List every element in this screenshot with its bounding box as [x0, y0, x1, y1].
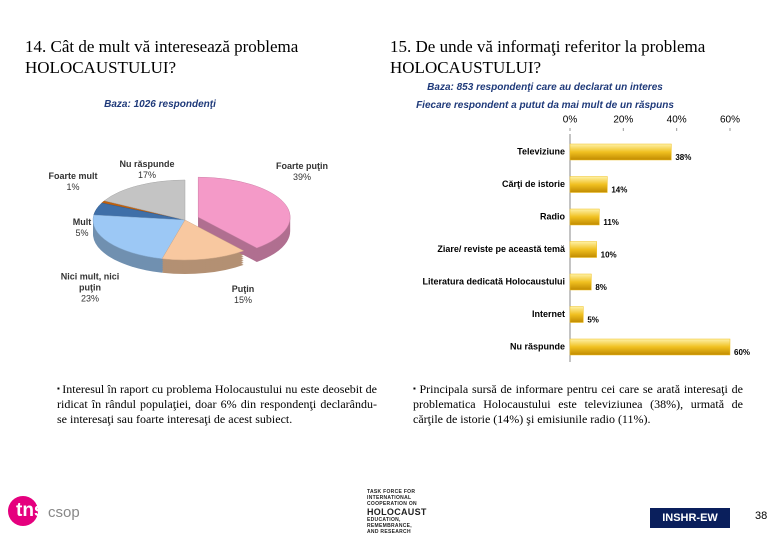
pie-category: Nu răspunde [119, 159, 175, 169]
pie-label: Puţin 15% [215, 284, 271, 306]
value-label: 8% [595, 283, 607, 292]
logo-line: HOLOCAUST [367, 507, 427, 517]
logo-line: AND RESEARCH [367, 529, 411, 535]
logo-line: COOPERATION ON [367, 501, 417, 507]
x-tick-label: 40% [667, 115, 687, 126]
pie-category: Foarte puţin [276, 161, 328, 171]
pie-value-label: 23% [80, 293, 99, 304]
pie-value-label: 17% [137, 170, 156, 180]
pie-category: Puţin [231, 284, 255, 294]
value-label: 14% [611, 186, 627, 195]
value-label: 5% [587, 316, 599, 325]
pie-value-label: 39% [292, 172, 311, 182]
logo-text: tns [16, 500, 45, 521]
logo-line: TASK FORCE FOR [367, 489, 416, 495]
category-label: Nu răspunde [510, 341, 565, 351]
pie-slice [103, 179, 186, 221]
page-number: 38 [755, 510, 768, 522]
bar-note: Fiecare respondent a putut da mai mult d… [416, 100, 674, 111]
pie-slice [161, 219, 245, 261]
value-label: 11% [603, 218, 619, 227]
pie-label: Nu răspunde 17% [119, 159, 175, 181]
x-tick-label: 60% [720, 115, 740, 126]
bar [569, 273, 592, 291]
pie-label: Foarte mult 1% [45, 171, 101, 193]
category-label: Literatura dedicată Holocaustului [422, 276, 565, 286]
logo-line: REMEMBRANCE, [367, 523, 412, 529]
x-tick-label: 0% [563, 115, 578, 126]
bar [569, 306, 584, 323]
bar [569, 208, 600, 226]
logo-line: EDUCATION, [367, 517, 401, 523]
category-label: Cărţi de istorie [502, 179, 565, 189]
logo-center: TASK FORCE FOR INTERNATIONAL COOPERATION O… [367, 489, 427, 535]
pie-slice [92, 214, 186, 260]
pie-category: Foarte mult [48, 171, 98, 181]
category-label: Televiziune [517, 146, 565, 156]
category-label: Ziare/ reviste pe această temă [437, 244, 566, 254]
pie-value-label: 5% [75, 228, 89, 238]
note: ▪ Principala sursă de informare pentru c… [413, 382, 743, 426]
logo-text: csop [48, 504, 80, 521]
pie-label: Nici mult, nici puţin 23% [60, 272, 120, 305]
bar-title: 15. De unde vă informaţi referitor la pr… [390, 37, 706, 77]
pie-label: Mult 5% [54, 217, 110, 239]
value-label: 38% [675, 153, 691, 162]
pie-category: Mult [72, 217, 92, 227]
category-label: Internet [532, 309, 565, 319]
bar-subtitle: Baza: 853 respondenţi care au declarat u… [427, 82, 663, 93]
bar [569, 338, 731, 356]
note-text: Principala sursă de informare pentru cei… [413, 382, 743, 426]
pie-subtitle: Baza: 1026 respondenţi [104, 99, 216, 110]
bar [569, 143, 672, 161]
bar [569, 176, 608, 193]
pie-slice [197, 176, 291, 249]
pie-category: Nici mult, nici puţin [60, 271, 120, 293]
value-label: 10% [601, 251, 617, 260]
pie-value-label: 15% [233, 295, 252, 305]
badge: INSHR-EW [650, 508, 730, 528]
logo-line: INTERNATIONAL [367, 495, 412, 501]
pie-title: 14. Cât de mult vă interesează problema … [25, 37, 299, 77]
logo-circle [8, 496, 38, 526]
x-tick-label: 20% [613, 115, 633, 126]
note: ▪ Interesul în raport cu problema Holoca… [57, 382, 377, 426]
pie-value-label: 1% [66, 182, 80, 192]
note-text: Interesul în raport cu problema Holocaus… [57, 382, 377, 426]
value-label: 60% [734, 348, 750, 357]
category-label: Radio [540, 211, 566, 221]
bar [569, 241, 597, 258]
pie-label: Foarte puţin 39% [274, 161, 330, 183]
